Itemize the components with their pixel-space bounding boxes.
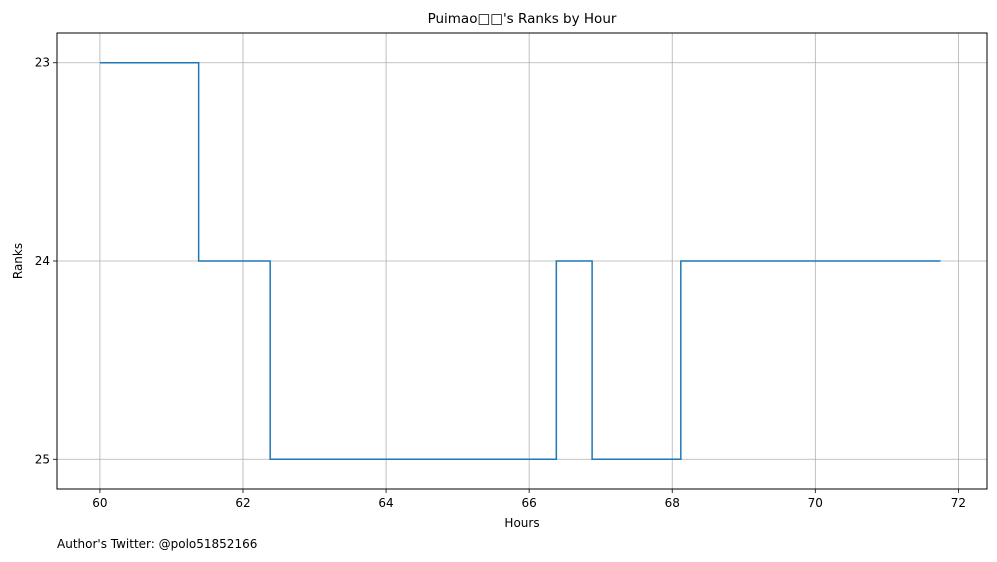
x-tick-label: 68 <box>665 496 680 510</box>
x-tick-label: 72 <box>951 496 966 510</box>
chart-title: Puimao□□'s Ranks by Hour <box>428 11 617 27</box>
x-tick-label: 62 <box>235 496 250 510</box>
author-credit: Author's Twitter: @polo51852166 <box>57 537 257 551</box>
x-axis-label: Hours <box>504 516 539 530</box>
x-tick-label: 70 <box>808 496 823 510</box>
x-tick-label: 60 <box>92 496 107 510</box>
series-rank-line <box>99 61 941 461</box>
x-tick-label: 64 <box>378 496 393 510</box>
y-tick-label: 24 <box>35 254 50 268</box>
x-tick-label: 66 <box>522 496 537 510</box>
y-tick-label: 23 <box>35 56 50 70</box>
y-tick-label: 25 <box>35 452 50 466</box>
y-axis-label: Ranks <box>11 243 25 279</box>
ticks: 60 62 64 66 68 70 72 23 24 25 <box>35 56 966 510</box>
